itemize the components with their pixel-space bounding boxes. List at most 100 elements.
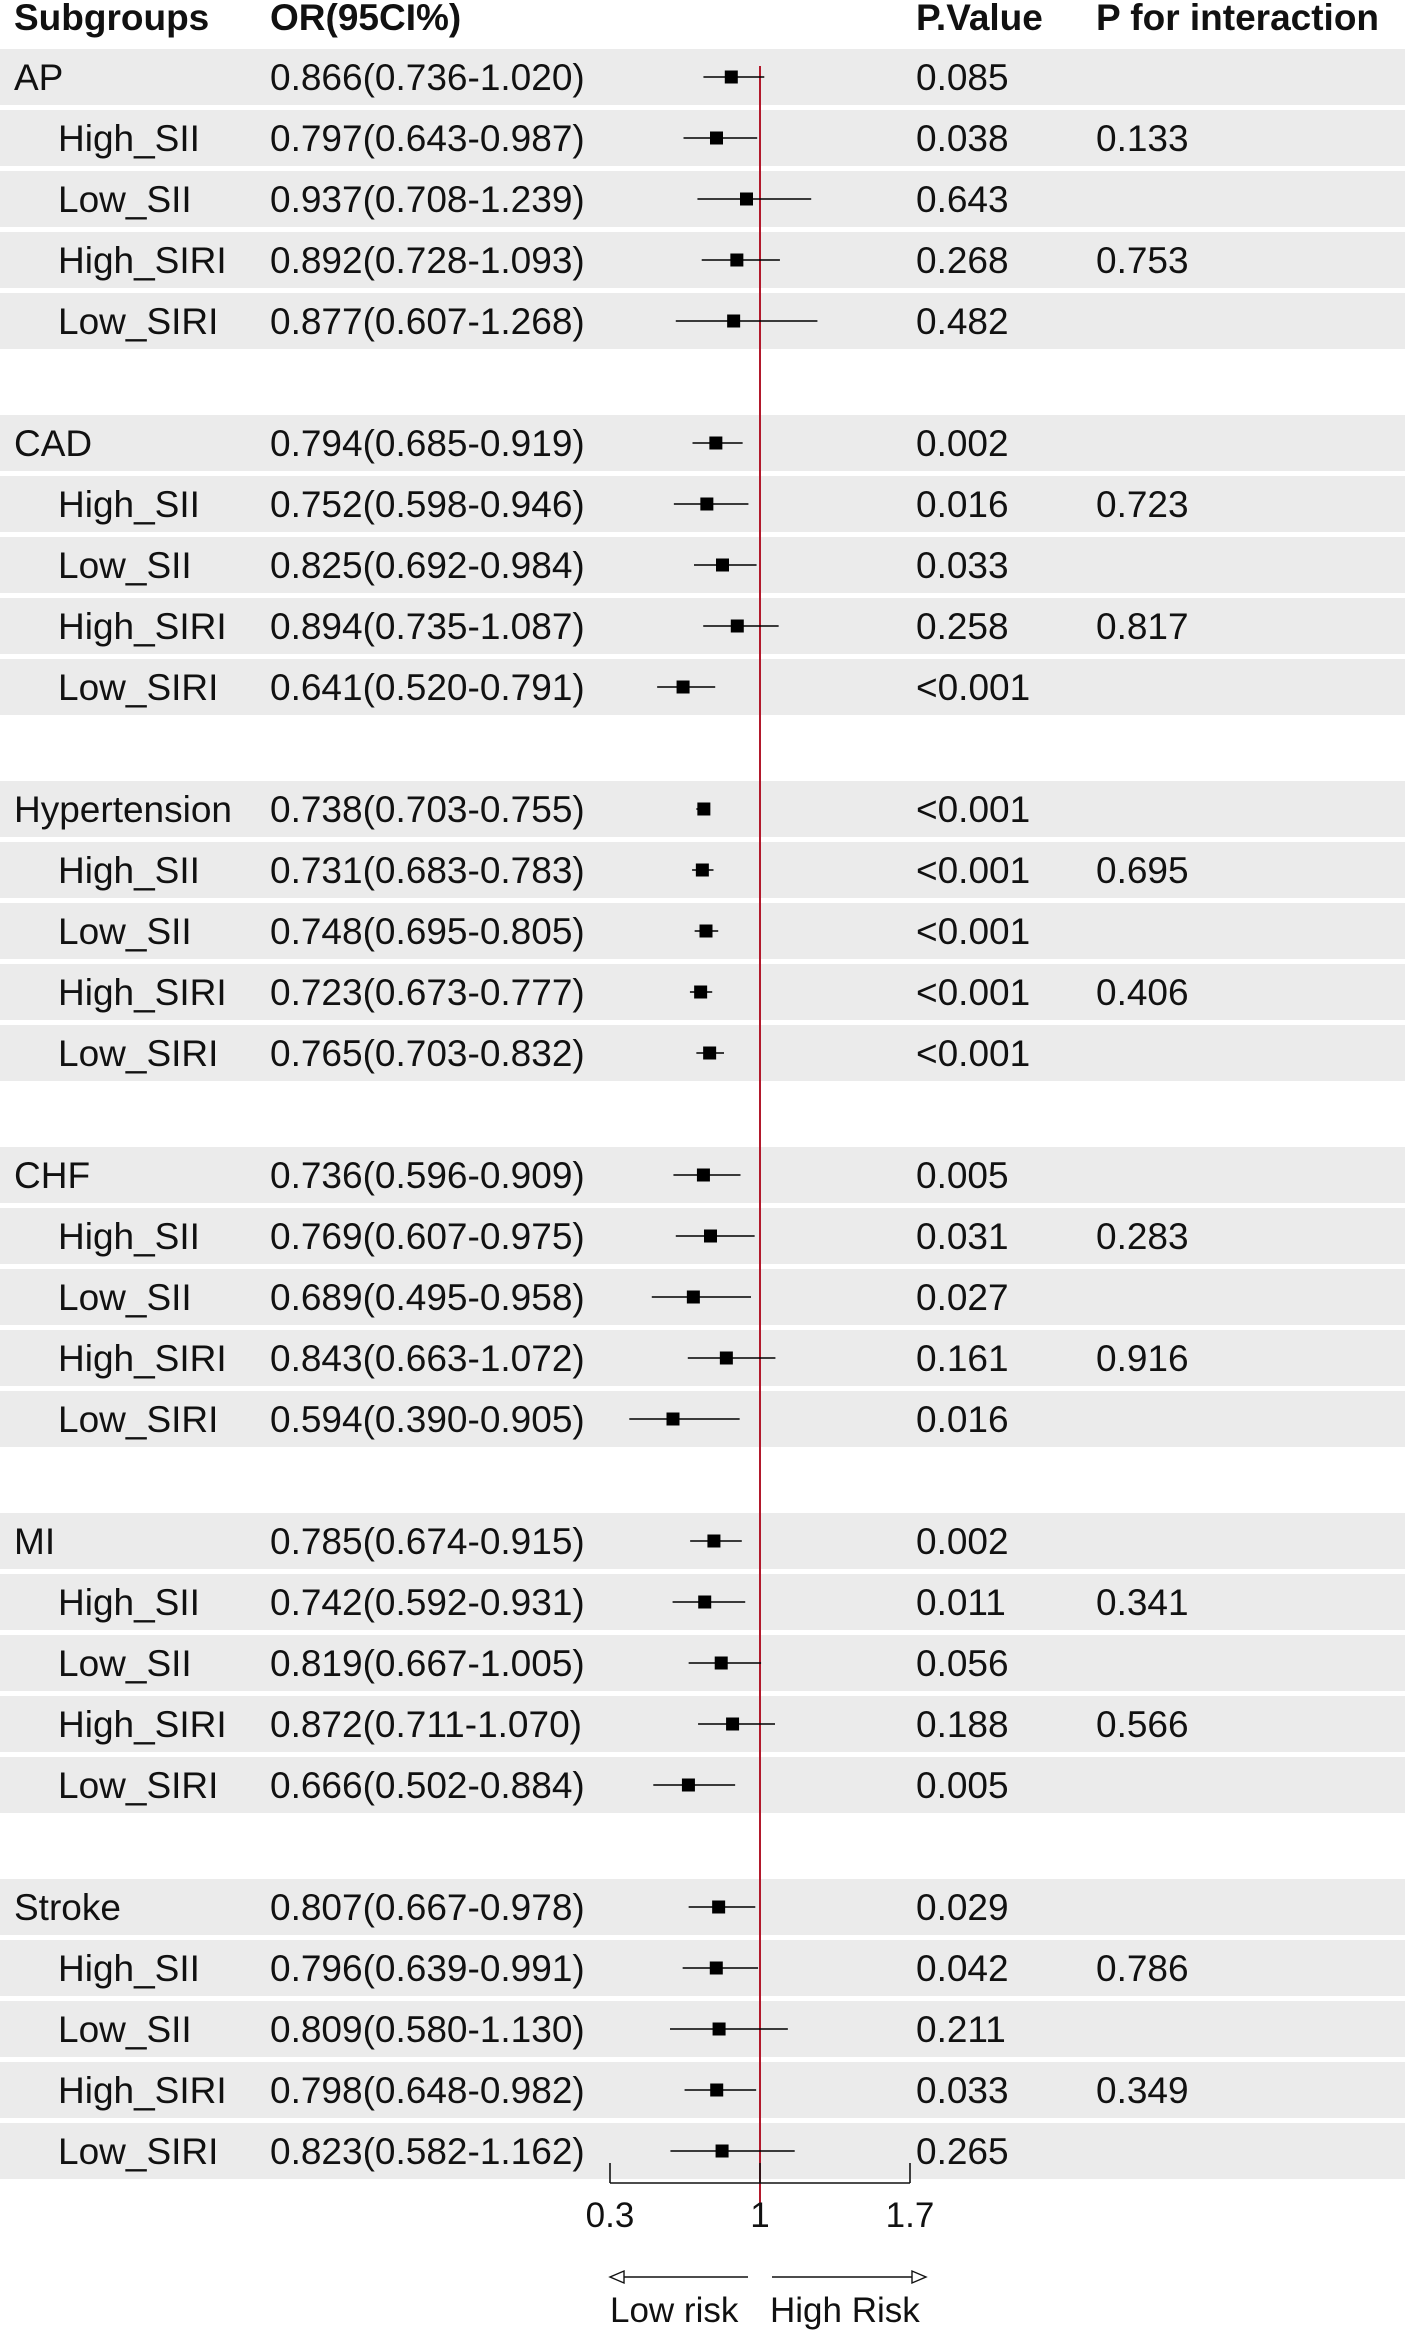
row-label: Low_SIRI [58, 1033, 218, 1074]
row-label: High_SII [58, 850, 200, 891]
high-risk-label: High Risk [770, 2291, 920, 2330]
row-label: Low_SII [58, 1277, 192, 1318]
row-p-interaction: 0.406 [1096, 972, 1189, 1013]
header-p-interaction: P for interaction [1096, 0, 1379, 38]
row-label: High_SIRI [58, 240, 227, 281]
or-point [712, 1900, 726, 1914]
row-label: High_SII [58, 118, 200, 159]
row-or-ci: 0.807(0.667-0.978) [270, 1887, 585, 1928]
row-label: High_SIRI [58, 606, 227, 647]
or-point [694, 985, 708, 999]
row-p-value: 0.005 [916, 1155, 1009, 1196]
or-point [676, 680, 690, 694]
row-label: CAD [14, 423, 92, 464]
row-or-ci: 0.748(0.695-0.805) [270, 911, 585, 952]
row-p-value: 0.033 [916, 545, 1009, 586]
row-band [0, 598, 1405, 654]
row-label: High_SII [58, 1582, 200, 1623]
low-risk-arrowhead [608, 2269, 625, 2285]
or-point [712, 2022, 726, 2036]
or-point [709, 1961, 723, 1975]
row-p-value: 0.042 [916, 1948, 1009, 1989]
x-tick-label: 0.3 [586, 2196, 635, 2235]
row-p-value: <0.001 [916, 911, 1030, 952]
row-p-interaction: 0.916 [1096, 1338, 1189, 1379]
or-point [681, 1778, 695, 1792]
row-p-interaction: 0.817 [1096, 606, 1189, 647]
forest-marks [629, 70, 818, 2158]
row-label: Stroke [14, 1887, 121, 1928]
row-label: High_SIRI [58, 972, 227, 1013]
row-or-ci: 0.796(0.639-0.991) [270, 1948, 585, 1989]
row-p-interaction: 0.349 [1096, 2070, 1189, 2111]
row-or-ci: 0.825(0.692-0.984) [270, 545, 585, 586]
row-p-value: 0.031 [916, 1216, 1009, 1257]
row-p-value: 0.002 [916, 423, 1009, 464]
or-point [704, 1229, 717, 1243]
header-subgroups: Subgroups [14, 0, 209, 38]
column-headers: Subgroups OR(95CI%) P.Value P for intera… [14, 0, 1379, 38]
row-p-value: 0.643 [916, 179, 1009, 220]
or-point [730, 253, 744, 267]
row-p-interaction: 0.723 [1096, 484, 1189, 525]
row-label: Low_SIRI [58, 667, 218, 708]
or-point [700, 497, 714, 511]
row-p-value: <0.001 [916, 850, 1030, 891]
or-point [697, 802, 711, 816]
row-or-ci: 0.872(0.711-1.070) [270, 1704, 582, 1745]
or-point [710, 2083, 724, 2097]
row-or-ci: 0.752(0.598-0.946) [270, 484, 585, 525]
or-point [726, 1717, 740, 1731]
row-label: Low_SII [58, 2009, 192, 2050]
row-label: High_SII [58, 484, 200, 525]
row-label: High_SIRI [58, 2070, 227, 2111]
row-p-value: 0.265 [916, 2131, 1009, 2172]
row-label: AP [14, 57, 63, 98]
row-label: CHF [14, 1155, 90, 1196]
row-p-value: <0.001 [916, 972, 1030, 1013]
row-or-ci: 0.892(0.728-1.093) [270, 240, 585, 281]
or-point [730, 619, 744, 633]
row-p-interaction: 0.753 [1096, 240, 1189, 281]
row-p-value: <0.001 [916, 1033, 1030, 1074]
row-label: High_SIRI [58, 1338, 227, 1379]
or-point [727, 314, 741, 328]
row-p-value: <0.001 [916, 789, 1030, 830]
or-point [716, 558, 729, 572]
row-or-ci: 0.689(0.495-0.958) [270, 1277, 585, 1318]
x-tick-label: 1.7 [886, 2196, 935, 2235]
row-p-value: 0.161 [916, 1338, 1009, 1379]
row-label: High_SIRI [58, 1704, 227, 1745]
or-point [703, 1046, 717, 1060]
header-pvalue: P.Value [916, 0, 1043, 38]
row-p-value: 0.482 [916, 301, 1009, 342]
row-p-value: 0.056 [916, 1643, 1009, 1684]
row-or-ci: 0.843(0.663-1.072) [270, 1338, 585, 1379]
row-label: High_SII [58, 1216, 200, 1257]
row-bands [0, 49, 1405, 2179]
row-p-interaction: 0.341 [1096, 1582, 1189, 1623]
or-point [740, 192, 753, 206]
low-risk-label: Low risk [610, 2291, 739, 2330]
row-p-value: 0.011 [916, 1582, 1006, 1623]
row-p-value: 0.033 [916, 2070, 1009, 2111]
row-p-value: 0.005 [916, 1765, 1009, 1806]
row-label: Low_SIRI [58, 1765, 218, 1806]
or-point [719, 1351, 733, 1365]
or-point [707, 1534, 721, 1548]
row-or-ci: 0.794(0.685-0.919) [270, 423, 585, 464]
row-p-value: 0.038 [916, 118, 1009, 159]
or-point [715, 2144, 729, 2158]
high-risk-arrowhead [911, 2269, 928, 2285]
x-tick-label: 1 [750, 2196, 769, 2235]
row-p-value: 0.268 [916, 240, 1009, 281]
or-point [724, 70, 738, 84]
row-p-value: 0.016 [916, 1399, 1009, 1440]
row-p-value: 0.002 [916, 1521, 1009, 1562]
or-point [696, 1168, 710, 1182]
row-label: Low_SIRI [58, 301, 218, 342]
row-or-ci: 0.742(0.592-0.931) [270, 1582, 585, 1623]
row-p-interaction: 0.566 [1096, 1704, 1189, 1745]
row-or-ci: 0.594(0.390-0.905) [270, 1399, 585, 1440]
